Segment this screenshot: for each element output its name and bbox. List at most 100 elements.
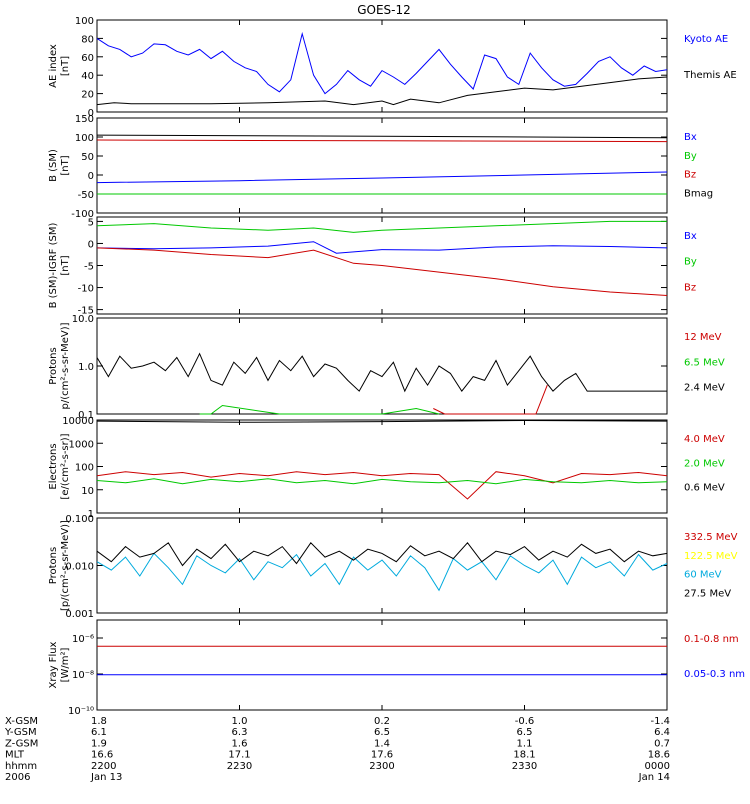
x-axis-row-label: Z-GSM bbox=[5, 738, 38, 749]
series-line-bz bbox=[96, 139, 668, 143]
series-line-bx bbox=[96, 241, 668, 254]
legend-label: Bx bbox=[684, 231, 697, 242]
legend-label: 0.05-0.3 nm bbox=[684, 669, 745, 680]
y-tick-label: 10⁻¹⁰ bbox=[68, 706, 94, 717]
legend-label: 4.0 MeV bbox=[684, 434, 725, 445]
legend-label: By bbox=[684, 257, 697, 268]
y-axis-label: Protons bbox=[48, 347, 59, 384]
legend-label: Bz bbox=[684, 282, 696, 293]
y-tick-label: 60 bbox=[81, 53, 94, 64]
x-tick-label: 17.6 bbox=[371, 750, 393, 761]
panel-frame bbox=[96, 619, 668, 711]
y-tick-label: 40 bbox=[81, 71, 94, 82]
y-tick-label: -50 bbox=[78, 190, 94, 201]
legend-label: 60 MeV bbox=[684, 570, 722, 581]
y-tick-label: 100 bbox=[75, 463, 94, 474]
x-tick-label: 2330 bbox=[512, 761, 537, 772]
y-tick-label: 50 bbox=[81, 152, 94, 163]
x-tick-label: Jan 13 bbox=[90, 772, 122, 783]
legend-label: Kyoto AE bbox=[684, 34, 728, 45]
y-axis-label: [nT] bbox=[60, 255, 71, 275]
x-tick-label: 6.4 bbox=[654, 727, 670, 738]
x-axis-row-label: 2006 bbox=[5, 772, 30, 783]
legend-label: 332.5 MeV bbox=[684, 532, 738, 543]
series-line-4-0-mev bbox=[96, 471, 668, 500]
x-axis-row-label: Y-GSM bbox=[4, 727, 37, 738]
legend-label: 0.6 MeV bbox=[684, 483, 725, 494]
y-tick-label: 10⁻⁶ bbox=[72, 634, 94, 645]
series-line-bx bbox=[96, 171, 668, 184]
y-axis-label: [W/m²] bbox=[60, 647, 71, 682]
panel-frame bbox=[96, 117, 668, 214]
x-tick-label: Jan 14 bbox=[638, 772, 670, 783]
y-axis-label: [p/(cm²-s-sr-MeV)] bbox=[60, 520, 71, 611]
y-axis-label: B (SM) bbox=[48, 149, 59, 182]
legend-label: Bmag bbox=[684, 188, 713, 199]
y-tick-label: 1 bbox=[88, 509, 94, 520]
y-tick-label: 1.0 bbox=[78, 362, 94, 373]
x-tick-label: 17.1 bbox=[228, 750, 250, 761]
y-axis-label: [nT] bbox=[60, 155, 71, 175]
x-tick-label: 1.6 bbox=[232, 738, 248, 749]
x-tick-label: 6.5 bbox=[517, 727, 533, 738]
x-tick-label: 2230 bbox=[227, 761, 252, 772]
y-tick-label: 20 bbox=[81, 90, 94, 101]
series-line-2-4-mev bbox=[96, 352, 667, 393]
x-tick-label: 2200 bbox=[91, 761, 116, 772]
y-tick-label: 100 bbox=[75, 133, 94, 144]
y-tick-label: 0 bbox=[88, 108, 94, 119]
y-tick-label: 10 bbox=[81, 486, 94, 497]
x-tick-label: 1.0 bbox=[232, 716, 248, 727]
panel-frame bbox=[96, 419, 668, 514]
y-axis-label: AE index bbox=[48, 44, 59, 88]
legend-label: 27.5 MeV bbox=[684, 588, 731, 599]
panel-frame bbox=[96, 19, 668, 113]
x-tick-label: 0.2 bbox=[374, 716, 390, 727]
y-tick-label: 10000 bbox=[62, 416, 94, 427]
y-axis-label: [e/(cm²-s-sr)] bbox=[60, 433, 71, 499]
series-line-by bbox=[96, 220, 667, 233]
legend-label: 12 MeV bbox=[684, 332, 722, 343]
x-axis-row-label: hhmm bbox=[5, 761, 37, 772]
y-tick-label: 1000 bbox=[69, 439, 94, 450]
legend-label: 2.0 MeV bbox=[684, 458, 725, 469]
x-tick-label: 1.8 bbox=[91, 716, 107, 727]
x-tick-label: 16.6 bbox=[91, 750, 113, 761]
legend-label: Bx bbox=[684, 132, 697, 143]
series-line-kyoto-ae bbox=[96, 31, 668, 95]
y-tick-label: 0.010 bbox=[65, 562, 94, 573]
y-tick-label: 100 bbox=[75, 16, 94, 27]
y-tick-label: 0.1 bbox=[78, 410, 94, 421]
y-tick-label: 0.001 bbox=[65, 609, 94, 620]
y-tick-label: -10 bbox=[78, 284, 94, 295]
x-tick-label: -1.4 bbox=[650, 716, 670, 727]
chart-title: GOES-12 bbox=[357, 3, 411, 17]
x-tick-label: 18.6 bbox=[648, 750, 670, 761]
series-line-27-5-mev bbox=[96, 542, 668, 567]
y-tick-label: -15 bbox=[78, 306, 94, 317]
x-tick-label: -0.6 bbox=[515, 716, 535, 727]
x-axis-row-label: X-GSM bbox=[5, 716, 38, 727]
y-axis-label: Xray Flux bbox=[48, 641, 59, 688]
x-tick-label: 6.1 bbox=[91, 727, 107, 738]
y-tick-label: 0 bbox=[88, 171, 94, 182]
legend-label: 2.4 MeV bbox=[684, 383, 725, 394]
legend-label: Themis AE bbox=[683, 70, 737, 81]
y-axis-label: Electrons bbox=[48, 443, 59, 489]
legend-label: By bbox=[684, 151, 697, 162]
series-line-bmag bbox=[96, 134, 668, 139]
y-axis-label: [nT] bbox=[60, 56, 71, 76]
y-tick-label: 10⁻⁸ bbox=[72, 670, 94, 681]
x-tick-label: 2300 bbox=[369, 761, 394, 772]
series-line-60-mev bbox=[96, 552, 668, 592]
legend-label: 122.5 MeV bbox=[684, 551, 738, 562]
y-tick-label: 80 bbox=[81, 34, 94, 45]
x-tick-label: 1.9 bbox=[91, 738, 107, 749]
x-tick-label: 0000 bbox=[645, 761, 670, 772]
series-line-0-6-mev bbox=[96, 419, 668, 423]
legend-label: 6.5 MeV bbox=[684, 357, 725, 368]
x-tick-label: 6.3 bbox=[232, 727, 248, 738]
x-tick-label: 1.4 bbox=[374, 738, 390, 749]
series-line-themis-ae bbox=[96, 76, 668, 106]
